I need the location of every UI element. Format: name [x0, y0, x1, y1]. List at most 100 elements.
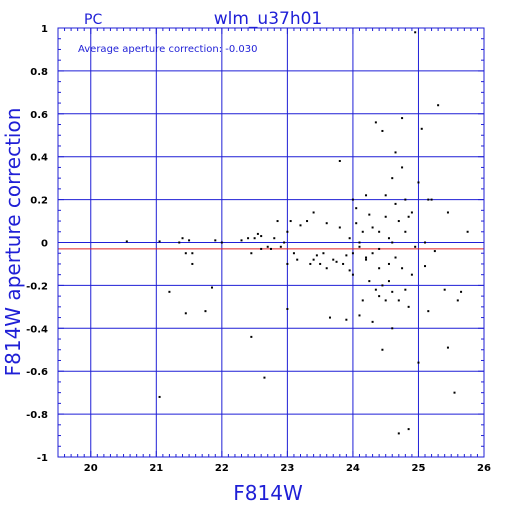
data-point [345, 254, 348, 257]
data-point [325, 267, 328, 270]
data-point [391, 177, 394, 180]
y-tick-label: 1 [41, 24, 48, 35]
data-point [391, 290, 394, 293]
average-annotation: Average aperture correction: -0.030 [78, 44, 258, 55]
data-point [286, 230, 289, 233]
data-point [125, 240, 128, 243]
y-tick-label: 0.2 [30, 196, 48, 207]
x-tick-label: 20 [84, 463, 98, 474]
data-point [368, 280, 371, 283]
data-point [338, 226, 341, 229]
data-point [338, 159, 341, 162]
data-point [437, 104, 440, 107]
data-point [312, 211, 315, 214]
data-point [374, 121, 377, 124]
data-point [391, 241, 394, 244]
data-point [414, 245, 417, 248]
data-point [348, 237, 351, 240]
data-point [178, 241, 181, 244]
data-point [345, 318, 348, 321]
data-point [158, 240, 161, 243]
data-point [309, 262, 312, 265]
x-tick-label: 22 [215, 463, 229, 474]
data-point [378, 267, 381, 270]
data-point [407, 305, 410, 308]
data-point [312, 258, 315, 261]
data-point [260, 235, 263, 238]
data-point [397, 220, 400, 223]
data-point [456, 299, 459, 302]
data-point [158, 395, 161, 398]
data-point [328, 316, 331, 319]
data-point [358, 245, 361, 248]
data-point [260, 247, 263, 250]
x-tick-label: 23 [280, 463, 294, 474]
data-point [414, 31, 417, 34]
data-point [407, 428, 410, 431]
data-point [374, 288, 377, 291]
data-point [407, 215, 410, 218]
data-point [351, 252, 354, 255]
data-point [424, 241, 427, 244]
data-point [371, 226, 374, 229]
data-point [401, 117, 404, 120]
data-point [427, 310, 430, 313]
data-point [335, 260, 338, 263]
data-point [191, 262, 194, 265]
data-point [204, 310, 207, 313]
data-point [391, 327, 394, 330]
data-point [381, 348, 384, 351]
data-point [361, 299, 364, 302]
data-point [250, 252, 253, 255]
data-point [348, 269, 351, 272]
data-point [394, 202, 397, 205]
data-point [279, 245, 282, 248]
data-point [446, 346, 449, 349]
data-point [430, 198, 433, 201]
data-point [332, 258, 335, 261]
data-point [387, 262, 390, 265]
data-point [273, 237, 276, 240]
data-point [292, 252, 295, 255]
data-point [286, 307, 289, 310]
data-point [263, 376, 266, 379]
data-point [184, 252, 187, 255]
data-point [358, 241, 361, 244]
y-axis-label: F814W aperture correction [1, 108, 25, 377]
y-tick-label: 0.8 [30, 67, 48, 78]
data-point [181, 237, 184, 240]
data-point [378, 230, 381, 233]
data-point [220, 241, 223, 244]
y-tick-label: 0.4 [30, 153, 48, 164]
y-tick-label: -1 [37, 453, 48, 464]
data-point [410, 211, 413, 214]
data-point [433, 250, 436, 253]
data-point [283, 241, 286, 244]
data-point [381, 284, 384, 287]
data-point [365, 194, 368, 197]
data-point [394, 256, 397, 259]
data-point [394, 151, 397, 154]
data-point [443, 288, 446, 291]
data-point [168, 290, 171, 293]
data-point [355, 207, 358, 210]
data-point [397, 299, 400, 302]
data-point [240, 239, 243, 242]
data-point [404, 198, 407, 201]
y-tick-label: 0.6 [30, 110, 48, 121]
data-point [286, 262, 289, 265]
data-point [276, 220, 279, 223]
data-points [125, 31, 469, 435]
y-tick-label: -0.6 [26, 367, 48, 378]
data-point [378, 295, 381, 298]
data-point [358, 314, 361, 317]
data-point [250, 335, 253, 338]
data-point [417, 361, 420, 364]
corner-label: PC [84, 12, 102, 28]
data-point [387, 237, 390, 240]
y-tick-label: -0.8 [26, 410, 48, 421]
data-point [365, 258, 368, 261]
data-point [420, 127, 423, 130]
data-point [319, 262, 322, 265]
data-point [315, 254, 318, 257]
